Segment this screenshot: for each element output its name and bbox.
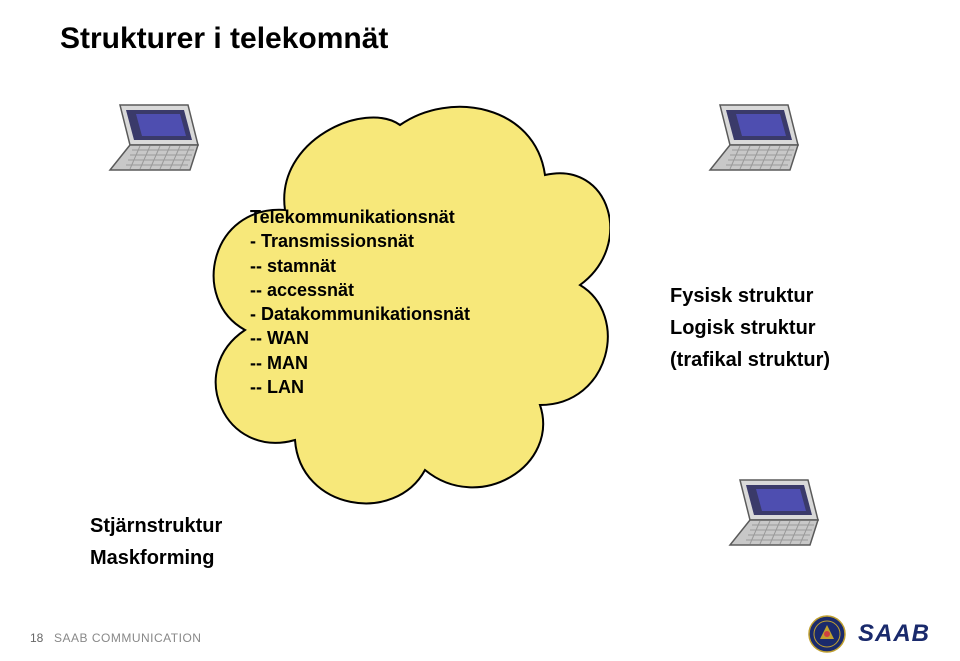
- saab-badge-icon: [808, 615, 846, 653]
- cloud-line: -- LAN: [250, 375, 470, 399]
- cloud-line: -- accessnät: [250, 278, 470, 302]
- page-number: 18: [30, 631, 43, 645]
- cloud-line: - Transmissionsnät: [250, 229, 470, 253]
- laptop-icon: [100, 100, 210, 185]
- footer-logos: SAAB: [808, 615, 930, 653]
- slide-title: Strukturer i telekomnät: [60, 22, 388, 56]
- cloud-text-block: Telekommunikationsnät - Transmissionsnät…: [250, 205, 470, 399]
- right-line: Logisk struktur: [670, 312, 830, 344]
- saab-wordmark: SAAB: [858, 620, 930, 648]
- laptop-icon: [720, 475, 830, 560]
- footer: 18 SAAB COMMUNICATION SAAB: [0, 617, 960, 661]
- laptop-icon: [700, 100, 810, 185]
- right-text-block: Fysisk struktur Logisk struktur (trafika…: [670, 280, 830, 376]
- cloud-line: Telekommunikationsnät: [250, 205, 470, 229]
- footer-brand: SAAB COMMUNICATION: [54, 631, 201, 645]
- slide-canvas: Strukturer i telekomnät Telekommunikatio…: [0, 0, 960, 661]
- right-line: Fysisk struktur: [670, 280, 830, 312]
- cloud-line: -- MAN: [250, 351, 470, 375]
- cloud-line: -- stamnät: [250, 254, 470, 278]
- right-line: (trafikal struktur): [670, 344, 830, 376]
- left-line: Maskforming: [90, 542, 222, 574]
- cloud-line: -- WAN: [250, 326, 470, 350]
- left-line: Stjärnstruktur: [90, 510, 222, 542]
- cloud-line: - Datakommunikationsnät: [250, 302, 470, 326]
- left-text-block: Stjärnstruktur Maskforming: [90, 510, 222, 574]
